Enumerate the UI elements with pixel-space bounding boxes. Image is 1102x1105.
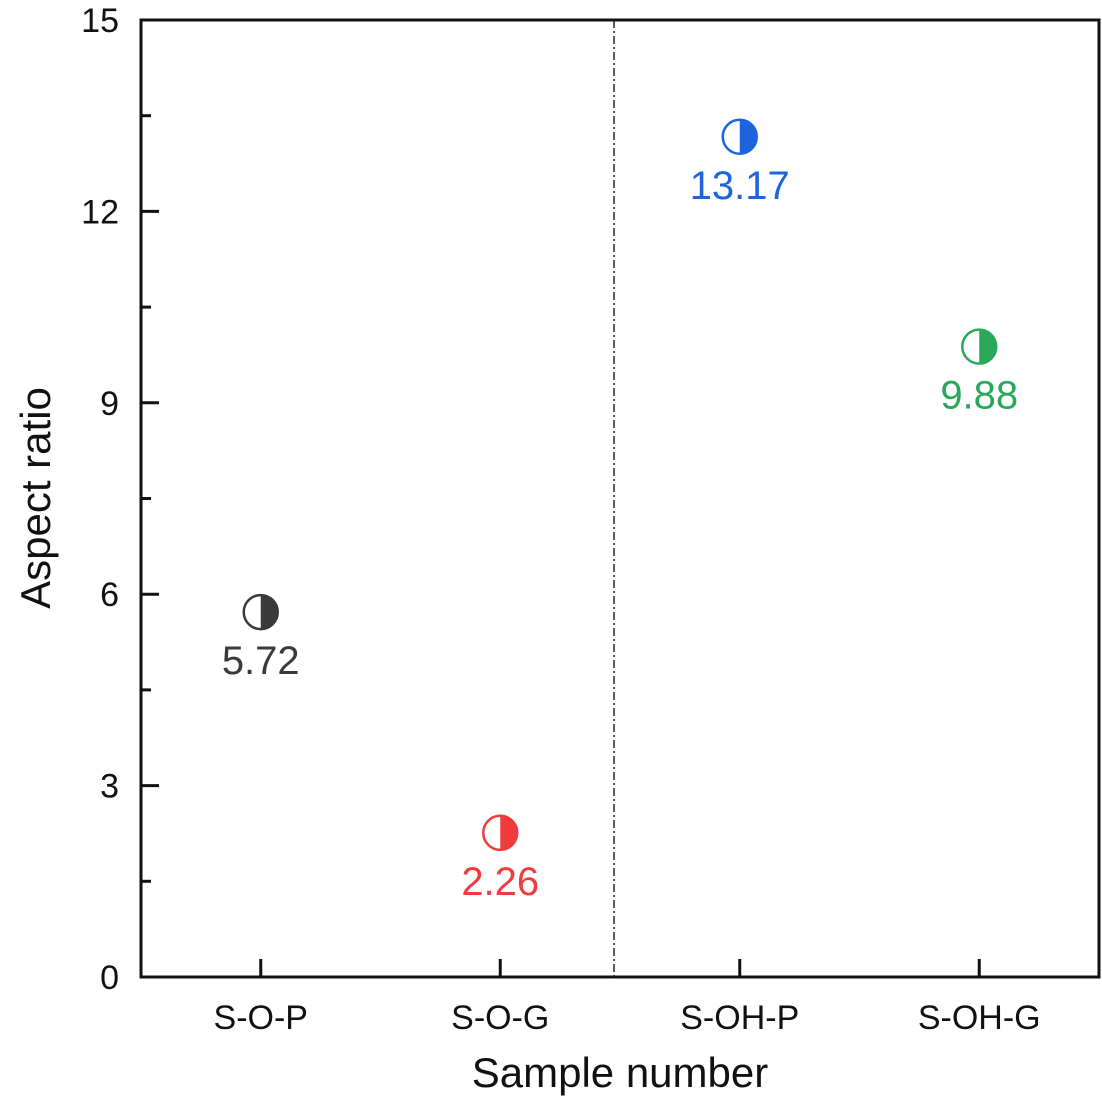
y-axis-title: Aspect ratio	[12, 387, 59, 609]
plot-frame	[139, 18, 1101, 979]
x-axis-title: Sample number	[472, 1049, 768, 1096]
data-label: 13.17	[690, 164, 790, 208]
y-tick-label: 3	[100, 768, 119, 806]
y-tick-label: 0	[100, 959, 119, 997]
data-points: 5.72 2.26 13.17 9.88	[222, 118, 1018, 904]
x-tick-label: S-O-G	[451, 999, 549, 1037]
x-axis: S-O-P S-O-G S-OH-P S-OH-G	[214, 959, 1041, 1037]
data-label: 9.88	[940, 374, 1018, 418]
x-tick-label: S-O-P	[214, 999, 308, 1037]
y-tick-label: 9	[100, 385, 119, 423]
data-label: 2.26	[461, 860, 539, 904]
y-tick-label: 15	[81, 2, 119, 40]
data-point-s-oh-p: 13.17	[690, 118, 790, 208]
plot-border	[139, 18, 1101, 979]
y-axis: 0 3 6 9 12 15	[81, 2, 159, 997]
marker-fill	[739, 119, 757, 154]
data-label: 5.72	[222, 639, 300, 683]
marker-fill	[979, 329, 997, 364]
marker-fill	[500, 815, 518, 850]
data-point-s-o-p: 5.72	[222, 593, 300, 683]
x-tick-label: S-OH-G	[918, 999, 1041, 1037]
x-tick-label: S-OH-P	[680, 999, 799, 1037]
y-tick-label: 12	[81, 193, 119, 231]
y-tick-label: 6	[100, 576, 119, 614]
data-point-s-oh-g: 9.88	[940, 328, 1018, 418]
marker-fill	[260, 595, 278, 630]
data-point-s-o-g: 2.26	[461, 814, 539, 904]
